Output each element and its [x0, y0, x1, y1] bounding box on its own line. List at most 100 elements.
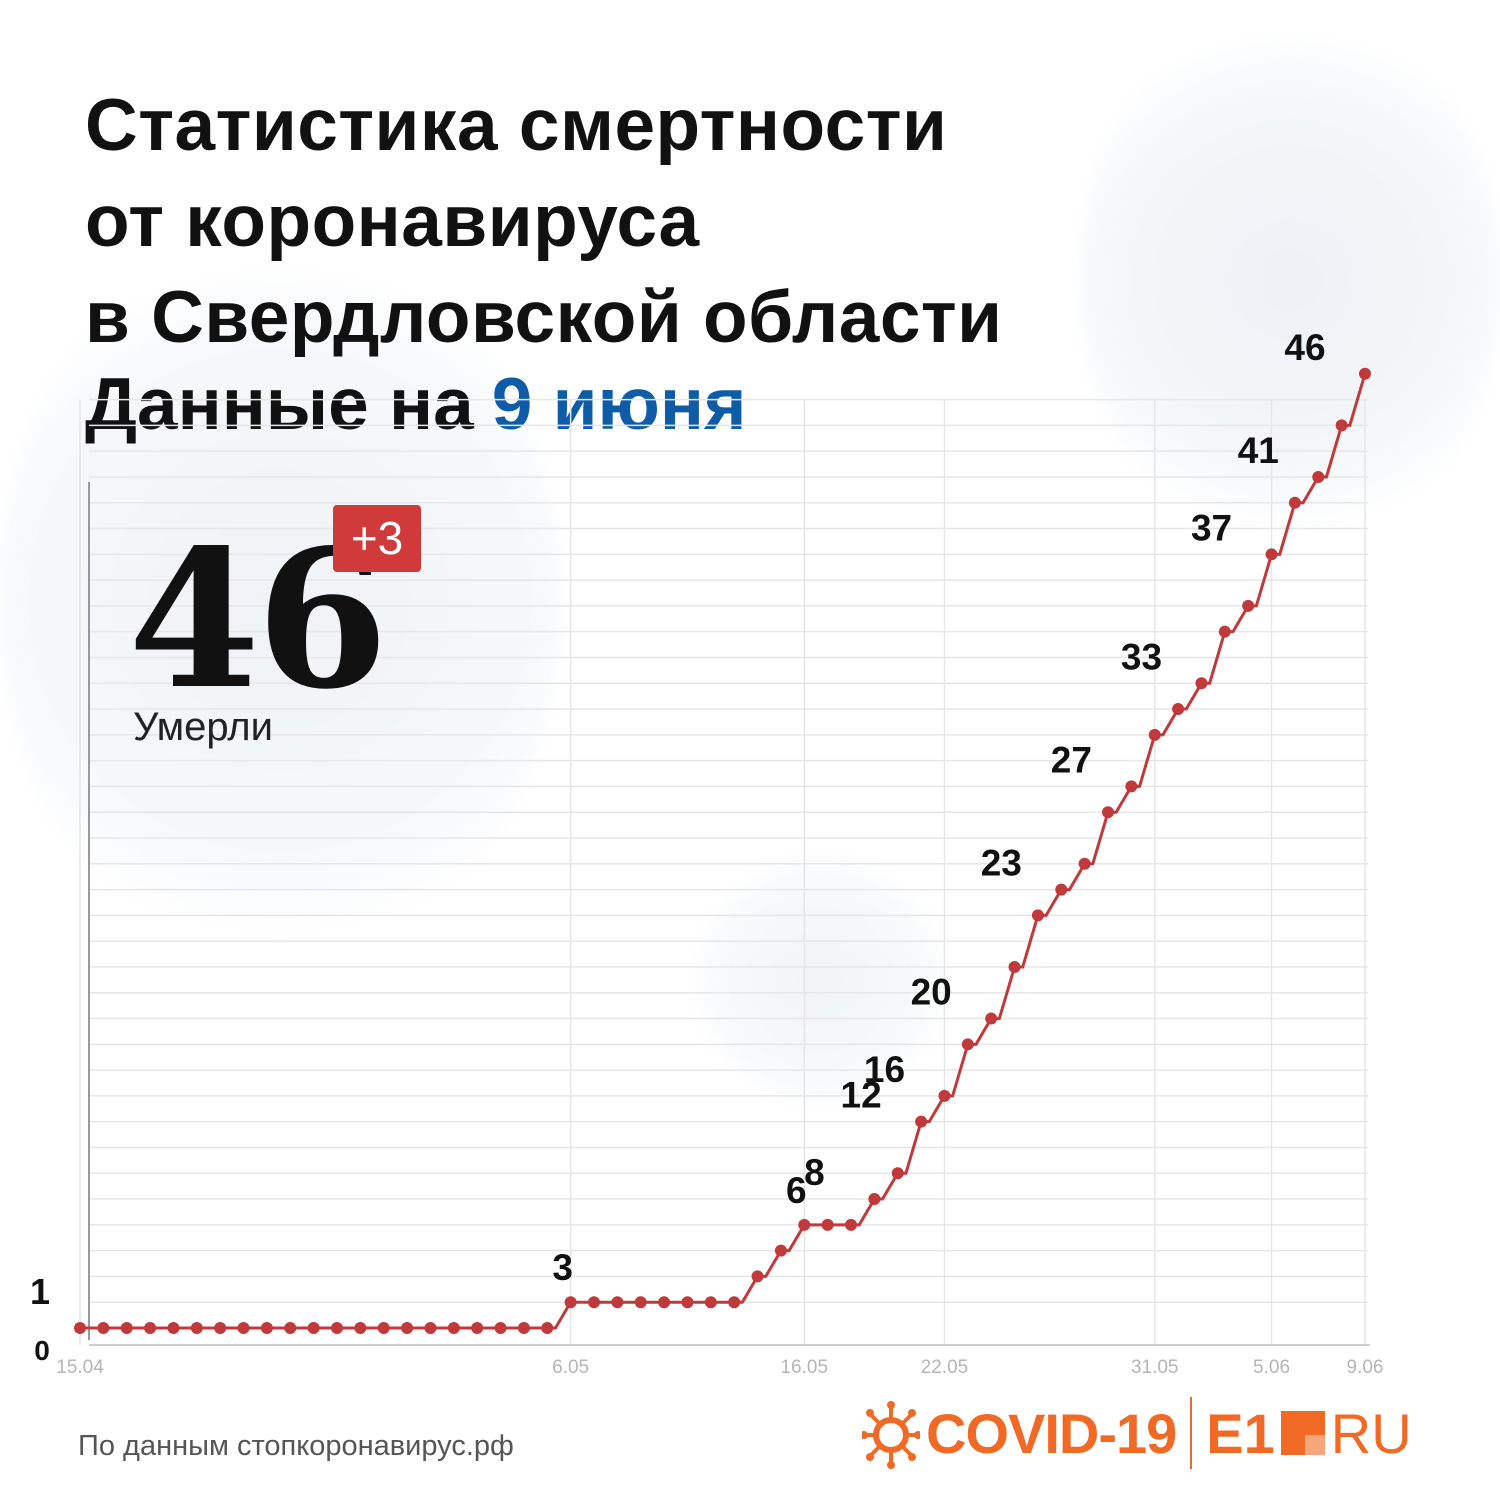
data-point [167, 1322, 180, 1334]
data-point [611, 1296, 624, 1309]
data-point [307, 1322, 320, 1334]
data-point [634, 1296, 647, 1309]
data-label: 46 [1284, 327, 1325, 368]
data-point [401, 1322, 414, 1334]
data-label: 41 [1238, 430, 1279, 471]
data-point [1055, 883, 1068, 896]
data-point [798, 1218, 811, 1231]
data-point [97, 1322, 110, 1334]
logo-covid-text: COVID-19 [926, 1401, 1177, 1465]
data-point [144, 1322, 157, 1334]
logo-ru-text: RU [1330, 1401, 1412, 1465]
data-point [704, 1296, 717, 1309]
chart-axes: 15.04 6.05 16.05 22.05 31.05 5.06 9.06 0 1 [30, 1271, 1384, 1378]
data-point [728, 1296, 741, 1309]
x-tick-label: 5.06 [1253, 1357, 1290, 1378]
title-line-2: от коронавируса [85, 181, 700, 262]
data-point [190, 1322, 203, 1334]
data-point [260, 1322, 273, 1334]
data-label: 8 [804, 1152, 825, 1193]
data-point [821, 1218, 834, 1231]
title-line-3: в Свердловской области [85, 277, 1003, 358]
background-virus-decoration [690, 850, 950, 1110]
logo-divider [1190, 1397, 1193, 1469]
data-point [1148, 728, 1161, 741]
data-point [845, 1218, 857, 1231]
subtitle-prefix: Данные на [85, 364, 474, 445]
data-point [938, 1089, 951, 1102]
data-point [1008, 960, 1021, 973]
subtitle: Данные на 9 июня [85, 360, 747, 450]
data-point [447, 1322, 460, 1334]
chart-title: Статистика смертности от коронавируса в … [85, 78, 1003, 366]
data-point [284, 1322, 297, 1334]
data-point [377, 1322, 390, 1334]
data-label: 12 [841, 1075, 882, 1116]
data-label: 16 [864, 1049, 905, 1090]
y-tick-label: 1 [30, 1271, 50, 1312]
data-label: 23 [981, 843, 1022, 884]
data-point [961, 1038, 974, 1051]
y-tick-label: 0 [34, 1335, 50, 1366]
x-tick-label: 9.06 [1347, 1357, 1384, 1378]
brand-logo: COVID-19 E1 RU [862, 1393, 1412, 1473]
data-point [471, 1322, 484, 1334]
data-point [891, 1167, 904, 1180]
data-point [588, 1296, 600, 1309]
data-point [915, 1115, 928, 1128]
data-point [354, 1322, 367, 1334]
logo-square-icon [1280, 1411, 1325, 1455]
data-point [1172, 703, 1185, 716]
data-point [1242, 599, 1255, 612]
data-point [424, 1322, 437, 1334]
data-point [868, 1193, 881, 1206]
data-label: 3 [552, 1247, 573, 1288]
data-label: 33 [1121, 636, 1162, 677]
data-point [1359, 367, 1371, 380]
chart-series [74, 367, 1371, 1334]
data-point [1312, 470, 1325, 483]
data-label: 27 [1051, 739, 1092, 780]
data-point [1195, 677, 1208, 690]
subtitle-date: 9 июня [491, 364, 747, 445]
data-point [1102, 806, 1114, 819]
background-virus-decoration [1080, 0, 1500, 560]
data-label: 20 [911, 972, 952, 1013]
background-virus-decoration [0, 220, 560, 980]
data-label: 37 [1191, 507, 1232, 548]
data-point [1125, 780, 1138, 793]
data-point [214, 1322, 227, 1334]
data-point [1031, 909, 1044, 922]
data-point [237, 1322, 250, 1334]
data-point [774, 1244, 787, 1257]
data-point [1078, 857, 1091, 870]
data-label: 6 [786, 1170, 807, 1211]
x-tick-label: 31.05 [1131, 1357, 1179, 1378]
title-line-1: Статистика смертности [85, 85, 948, 166]
x-tick-label: 22.05 [921, 1357, 969, 1378]
data-point [1335, 419, 1348, 432]
data-point [1288, 496, 1301, 509]
data-point [681, 1296, 694, 1309]
daily-increase-badge: +3 [333, 505, 421, 572]
data-point [331, 1322, 343, 1334]
data-point [1265, 548, 1278, 561]
data-point [658, 1296, 671, 1309]
total-deaths-label: Умерли [133, 705, 273, 749]
data-point [541, 1322, 554, 1334]
x-tick-label: 6.05 [552, 1357, 589, 1378]
data-point [1218, 625, 1231, 638]
data-point [751, 1270, 764, 1283]
data-point [74, 1322, 86, 1334]
data-point [985, 1012, 998, 1025]
data-point [494, 1322, 507, 1334]
x-tick-label: 16.05 [780, 1357, 828, 1378]
data-point [517, 1322, 530, 1334]
source-note: По данным стопкоронавирус.рф [78, 1430, 514, 1462]
logo-e1-text: E1 [1206, 1401, 1275, 1465]
x-tick-label: 15.04 [56, 1357, 104, 1378]
data-point [120, 1322, 133, 1334]
virus-icon [862, 1401, 920, 1469]
